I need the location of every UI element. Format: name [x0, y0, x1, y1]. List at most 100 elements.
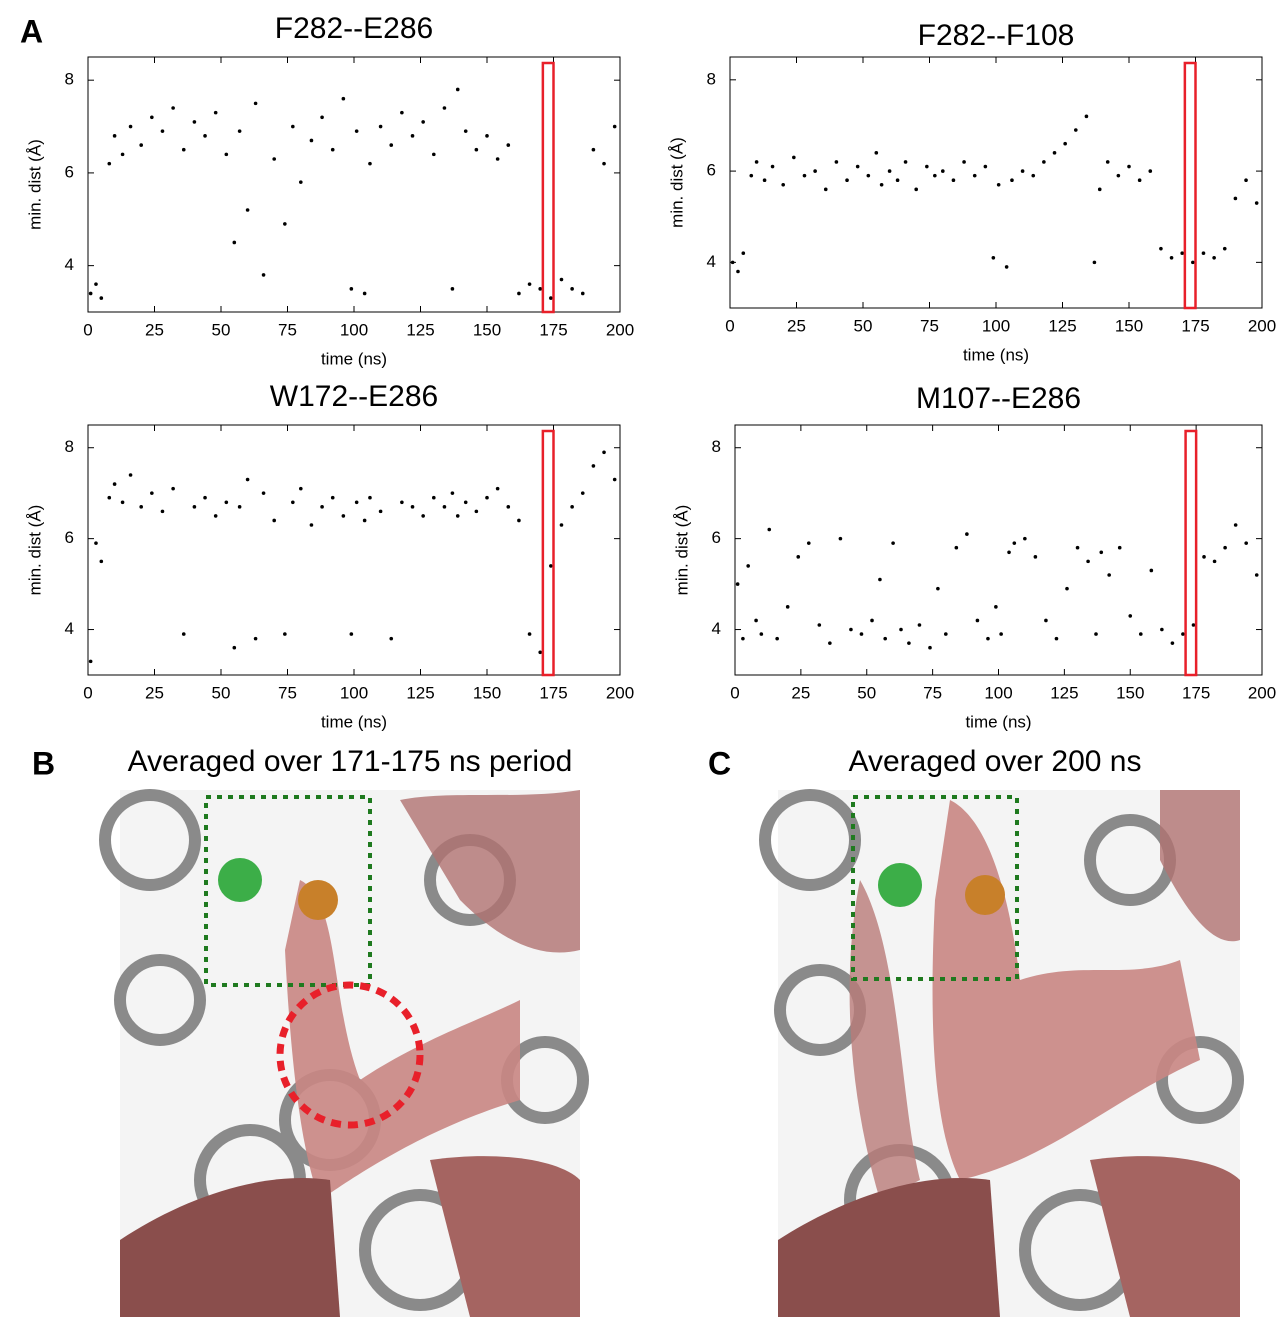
plot-frame — [87, 424, 621, 676]
data-point — [1044, 618, 1048, 623]
data-point — [813, 169, 817, 173]
data-point — [349, 287, 354, 291]
data-point — [368, 161, 372, 166]
data-point — [580, 491, 585, 495]
data-point — [1094, 632, 1098, 636]
data-point — [775, 636, 779, 641]
data-point — [485, 134, 489, 138]
data-point — [933, 173, 937, 178]
data-point — [107, 161, 112, 166]
x-tick-label: 200 — [1248, 683, 1276, 702]
data-point — [903, 160, 908, 164]
data-point — [341, 96, 346, 101]
data-point — [767, 527, 772, 532]
data-point — [1105, 160, 1110, 164]
data-point — [749, 173, 754, 178]
data-point — [1012, 541, 1017, 545]
data-point — [1107, 573, 1111, 577]
data-point — [883, 636, 887, 641]
x-tick-label: 50 — [212, 683, 231, 702]
data-point — [1020, 169, 1025, 173]
data-point — [128, 473, 133, 477]
image-title: Averaged over 200 ns — [849, 745, 1142, 778]
data-point — [928, 645, 932, 650]
y-axis-label: min. dist (Å) — [25, 139, 44, 230]
data-point — [1092, 260, 1097, 265]
x-tick-label: 75 — [923, 683, 942, 702]
chart-title: F282--F108 — [918, 19, 1075, 52]
x-tick-label: 75 — [920, 316, 939, 335]
data-point — [506, 143, 511, 147]
data-point — [994, 605, 998, 609]
data-point — [517, 518, 521, 523]
data-point — [735, 582, 740, 586]
data-point — [378, 124, 383, 129]
data-point — [770, 164, 775, 169]
data-point — [1223, 545, 1227, 550]
data-point — [463, 129, 468, 133]
y-axis-label: min. dist (Å) — [672, 505, 691, 596]
data-point — [527, 282, 532, 286]
data-point — [107, 495, 112, 500]
x-tick-label: 0 — [725, 316, 734, 335]
y-tick-label: 6 — [712, 528, 721, 547]
data-point — [272, 157, 277, 161]
data-point — [299, 180, 303, 184]
y-tick-label: 4 — [65, 619, 74, 638]
x-axis-label: time (ns) — [965, 712, 1031, 731]
structure-image-b — [99, 789, 589, 1317]
scatter-chart: F282--E286 0 25 50 75 100 125 150 175 200 4 6 8 time … — [25, 12, 634, 369]
data-point — [368, 495, 372, 500]
data-point — [741, 636, 745, 641]
data-point — [213, 110, 218, 115]
data-point — [781, 182, 785, 187]
x-tick-label: 150 — [1116, 683, 1144, 702]
data-point — [1097, 187, 1102, 192]
x-tick-label: 150 — [473, 683, 501, 702]
data-point — [1159, 246, 1163, 251]
data-point — [845, 178, 849, 183]
data-point — [463, 500, 468, 505]
data-point — [1181, 632, 1185, 636]
data-point — [150, 491, 154, 495]
y-axis-label: min. dist (Å) — [25, 505, 44, 596]
x-axis-label: time (ns) — [963, 345, 1029, 364]
plot-frame — [734, 424, 1263, 676]
data-point — [1075, 545, 1080, 550]
data-point — [996, 182, 1001, 187]
x-tick-label: 50 — [857, 683, 876, 702]
x-tick-label: 100 — [982, 316, 1010, 335]
x-tick-label: 150 — [473, 320, 501, 339]
data-point — [181, 632, 186, 636]
x-tick-label: 0 — [83, 320, 92, 339]
data-point — [320, 115, 324, 120]
y-tick-label: 8 — [707, 69, 716, 88]
data-point — [879, 182, 884, 187]
data-point — [99, 296, 104, 300]
x-tick-label: 0 — [730, 683, 739, 702]
data-point — [855, 164, 860, 169]
data-point — [1191, 623, 1196, 627]
y-tick-label: 4 — [707, 252, 716, 271]
data-point — [754, 618, 758, 623]
data-point — [538, 650, 542, 655]
data-point — [817, 623, 822, 627]
y-tick-label: 4 — [65, 255, 74, 274]
data-point — [866, 173, 871, 178]
data-point — [899, 627, 903, 632]
y-tick-label: 6 — [707, 161, 716, 180]
data-point — [754, 160, 759, 164]
data-point — [232, 240, 237, 245]
data-point — [432, 152, 436, 157]
data-point — [1201, 251, 1206, 256]
data-point — [874, 151, 879, 155]
chart-title: M107--E286 — [916, 382, 1081, 415]
data-point — [1084, 114, 1089, 119]
data-point — [527, 632, 532, 636]
data-point — [849, 627, 853, 632]
scatter-chart: F282--F108 0 25 50 75 100 125 150 175 200 4 6 8 time … — [667, 19, 1276, 365]
x-tick-label: 125 — [406, 683, 434, 702]
data-point — [823, 187, 828, 192]
scatter-chart: W172--E286 0 25 50 75 100 125 150 175 200 4 6 8 time … — [25, 380, 634, 732]
